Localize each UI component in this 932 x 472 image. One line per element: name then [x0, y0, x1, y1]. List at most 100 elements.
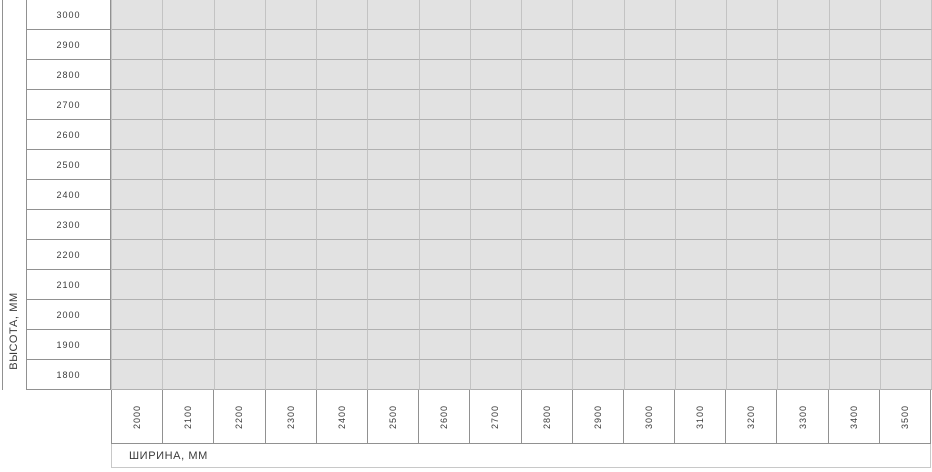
grid-cell[interactable]: [419, 240, 471, 270]
grid-cell[interactable]: [317, 360, 369, 390]
grid-cell[interactable]: [214, 150, 266, 180]
grid-cell[interactable]: [675, 90, 727, 120]
grid-cell[interactable]: [368, 360, 420, 390]
grid-cell[interactable]: [624, 300, 676, 330]
grid-cell[interactable]: [778, 210, 830, 240]
grid-cell[interactable]: [624, 240, 676, 270]
grid-cell[interactable]: [368, 210, 420, 240]
grid-cell[interactable]: [829, 60, 881, 90]
grid-cell[interactable]: [265, 90, 317, 120]
grid-cell[interactable]: [778, 330, 830, 360]
grid-cell[interactable]: [419, 150, 471, 180]
grid-cell[interactable]: [368, 150, 420, 180]
grid-cell[interactable]: [624, 0, 676, 30]
grid-cell[interactable]: [419, 330, 471, 360]
grid-cell[interactable]: [522, 300, 574, 330]
grid-cell[interactable]: [829, 210, 881, 240]
grid-cell[interactable]: [112, 270, 164, 300]
grid-cell[interactable]: [214, 210, 266, 240]
grid-cell[interactable]: [112, 180, 164, 210]
grid-cell[interactable]: [214, 30, 266, 60]
grid-cell[interactable]: [112, 0, 164, 30]
grid-cell[interactable]: [880, 210, 932, 240]
grid-cell[interactable]: [829, 90, 881, 120]
grid-cell[interactable]: [419, 0, 471, 30]
grid-cell[interactable]: [829, 30, 881, 60]
grid-cell[interactable]: [522, 330, 574, 360]
grid-cell[interactable]: [112, 30, 164, 60]
grid-cell[interactable]: [880, 90, 932, 120]
grid-cell[interactable]: [624, 330, 676, 360]
grid-cell[interactable]: [880, 120, 932, 150]
grid-cell[interactable]: [112, 60, 164, 90]
grid-cell[interactable]: [419, 30, 471, 60]
grid-cell[interactable]: [522, 150, 574, 180]
grid-cell[interactable]: [470, 360, 522, 390]
grid-cell[interactable]: [470, 0, 522, 30]
grid-cell[interactable]: [317, 240, 369, 270]
grid-cell[interactable]: [829, 330, 881, 360]
grid-cell[interactable]: [522, 270, 574, 300]
grid-cell[interactable]: [624, 120, 676, 150]
grid-cell[interactable]: [163, 60, 215, 90]
grid-cell[interactable]: [624, 150, 676, 180]
grid-cell[interactable]: [368, 0, 420, 30]
grid-cell[interactable]: [624, 180, 676, 210]
grid-cell[interactable]: [368, 180, 420, 210]
grid-cell[interactable]: [265, 240, 317, 270]
grid-cell[interactable]: [317, 270, 369, 300]
grid-cell[interactable]: [470, 300, 522, 330]
grid-cell[interactable]: [112, 330, 164, 360]
grid-cell[interactable]: [317, 180, 369, 210]
grid-cell[interactable]: [368, 270, 420, 300]
grid-cell[interactable]: [214, 180, 266, 210]
grid-cell[interactable]: [778, 270, 830, 300]
grid-cell[interactable]: [419, 120, 471, 150]
grid-cell[interactable]: [778, 60, 830, 90]
grid-cell[interactable]: [727, 30, 779, 60]
grid-cell[interactable]: [829, 180, 881, 210]
grid-cell[interactable]: [470, 240, 522, 270]
grid-cell[interactable]: [419, 300, 471, 330]
grid-cell[interactable]: [470, 120, 522, 150]
grid-cell[interactable]: [419, 210, 471, 240]
grid-cell[interactable]: [163, 270, 215, 300]
grid-cell[interactable]: [214, 300, 266, 330]
grid-cell[interactable]: [880, 360, 932, 390]
grid-cell[interactable]: [265, 0, 317, 30]
grid-cell[interactable]: [573, 150, 625, 180]
grid-cell[interactable]: [573, 60, 625, 90]
grid-cell[interactable]: [522, 120, 574, 150]
grid-cell[interactable]: [522, 360, 574, 390]
grid-cell[interactable]: [829, 360, 881, 390]
grid-cell[interactable]: [727, 120, 779, 150]
grid-cell[interactable]: [727, 330, 779, 360]
grid-cell[interactable]: [214, 240, 266, 270]
grid-cell[interactable]: [573, 270, 625, 300]
grid-cell[interactable]: [368, 330, 420, 360]
grid-cell[interactable]: [573, 330, 625, 360]
grid-cell[interactable]: [265, 120, 317, 150]
grid-cell[interactable]: [317, 90, 369, 120]
grid-cell[interactable]: [727, 240, 779, 270]
grid-cell[interactable]: [880, 180, 932, 210]
grid-cell[interactable]: [419, 270, 471, 300]
grid-cell[interactable]: [265, 60, 317, 90]
grid-cell[interactable]: [573, 210, 625, 240]
grid-cell[interactable]: [214, 120, 266, 150]
grid-cell[interactable]: [163, 0, 215, 30]
grid-cell[interactable]: [880, 150, 932, 180]
grid-cell[interactable]: [470, 60, 522, 90]
grid-cell[interactable]: [829, 150, 881, 180]
grid-cell[interactable]: [419, 360, 471, 390]
grid-cell[interactable]: [163, 90, 215, 120]
grid-cell[interactable]: [522, 210, 574, 240]
grid-cell[interactable]: [112, 120, 164, 150]
grid-cell[interactable]: [522, 0, 574, 30]
grid-cell[interactable]: [317, 30, 369, 60]
grid-cell[interactable]: [573, 360, 625, 390]
grid-cell[interactable]: [265, 330, 317, 360]
grid-cell[interactable]: [163, 210, 215, 240]
grid-cell[interactable]: [265, 360, 317, 390]
grid-cell[interactable]: [829, 270, 881, 300]
